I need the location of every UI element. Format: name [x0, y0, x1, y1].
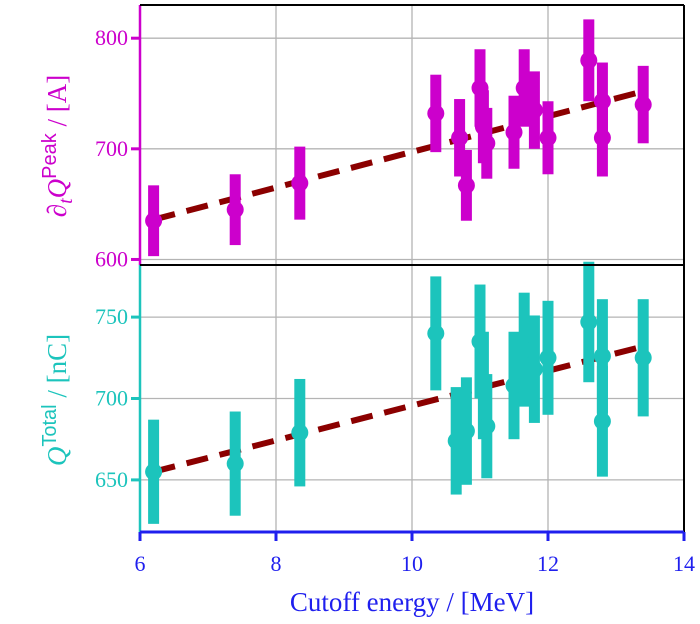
- bottom-data-point: [593, 412, 611, 430]
- top-data-point: [478, 134, 496, 152]
- bottom-data-point: [145, 463, 163, 481]
- bottom-fit-line: [152, 343, 644, 475]
- top-ylabel-sub: t: [55, 198, 77, 204]
- bottom-data-point: [291, 424, 309, 442]
- bottom-y-axis-title: QTotal / [nC]: [39, 334, 72, 466]
- top-ylabel-unit: / [A]: [42, 75, 72, 133]
- top-ytick-label-800: 800: [95, 25, 128, 50]
- bottom-data-point: [515, 341, 533, 359]
- top-ylabel-q: Q: [42, 179, 72, 199]
- tick-layer: 600 700 800 650 700 750 6 8 10 12 14: [95, 25, 695, 576]
- bottom-data-point: [634, 349, 652, 367]
- top-y-axis-title: ∂tQPeak / [A]: [39, 75, 77, 217]
- top-data-point: [145, 212, 163, 230]
- bottom-data-point: [478, 417, 496, 435]
- top-data-point: [515, 79, 533, 97]
- bottom-data-point: [226, 455, 244, 473]
- top-ylabel-sup: Peak: [39, 132, 61, 179]
- bottom-ytick-label-650: 650: [95, 467, 128, 492]
- x-tick-label-12: 12: [537, 551, 559, 576]
- x-axis-title: Cutoff energy / [MeV]: [290, 587, 534, 617]
- bottom-ytick-label-750: 750: [95, 304, 128, 329]
- bottom-data-point: [427, 324, 445, 342]
- top-data-point: [593, 129, 611, 147]
- top-data-point: [580, 51, 598, 69]
- top-data-point: [291, 174, 309, 192]
- top-fit-line: [152, 88, 644, 223]
- top-ytick-label-600: 600: [95, 246, 128, 271]
- top-data-point: [634, 96, 652, 114]
- bottom-data-point: [525, 360, 543, 378]
- bottom-data-point: [539, 349, 557, 367]
- bottom-data-point: [580, 313, 598, 331]
- top-ytick-label-700: 700: [95, 136, 128, 161]
- top-data-point: [525, 101, 543, 119]
- bottom-data-point: [505, 376, 523, 394]
- top-ylabel-partial: ∂: [42, 204, 72, 217]
- bottom-ylabel-unit: / [nC]: [42, 334, 72, 405]
- bottom-ylabel-q: Q: [42, 447, 72, 467]
- top-data-point: [451, 129, 469, 147]
- top-data-point: [505, 123, 523, 141]
- bottom-data-point: [593, 347, 611, 365]
- top-data-point: [226, 201, 244, 219]
- bottom-ylabel-sup: Total: [39, 404, 61, 446]
- top-data-point: [427, 104, 445, 122]
- bottom-data-point: [457, 422, 475, 440]
- top-data-point: [457, 176, 475, 194]
- x-tick-label-10: 10: [401, 551, 423, 576]
- marks-layer: [145, 19, 652, 524]
- x-tick-label-6: 6: [135, 551, 146, 576]
- bottom-ytick-label-700: 700: [95, 386, 128, 411]
- top-data-point: [539, 129, 557, 147]
- grid-layer: [140, 5, 684, 532]
- x-tick-label-14: 14: [673, 551, 695, 576]
- x-tick-label-8: 8: [271, 551, 282, 576]
